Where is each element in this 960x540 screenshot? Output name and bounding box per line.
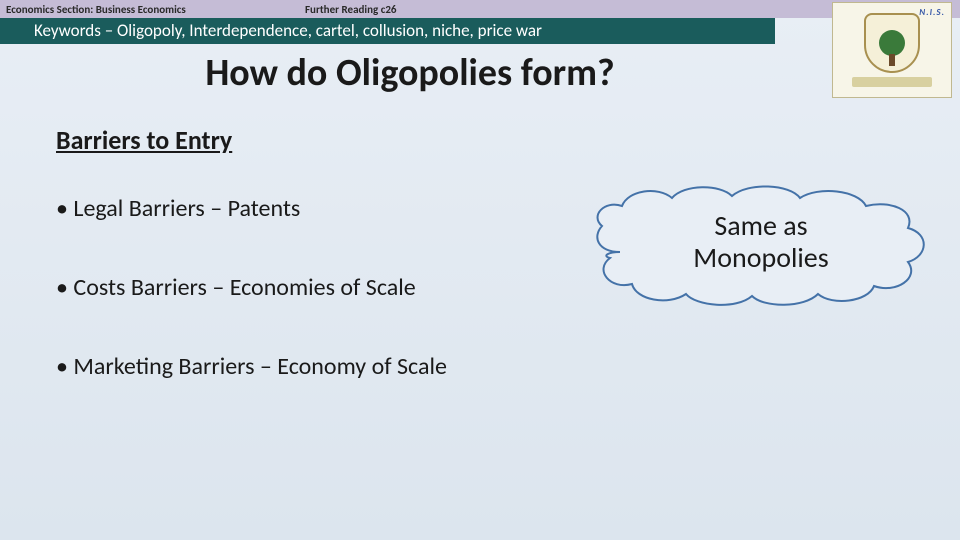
section-label: Economics Section: Business Economics (0, 3, 305, 16)
bullet-text: Costs Barriers – Economies of Scale (73, 273, 415, 302)
list-item: • Marketing Barriers – Economy of Scale (56, 352, 960, 381)
cloud-line2: Monopolies (693, 240, 828, 275)
logo-initials: N.I.S. (919, 7, 945, 18)
ribbon-icon (852, 77, 932, 87)
cloud-text: Same as Monopolies (596, 210, 926, 274)
bullet-text: Marketing Barriers – Economy of Scale (73, 352, 447, 381)
keywords-bar: Keywords – Oligopoly, Interdependence, c… (0, 18, 775, 44)
top-bar: Economics Section: Business Economics Fu… (0, 0, 960, 18)
tree-icon (879, 30, 905, 56)
further-reading-label: Further Reading c26 (305, 3, 396, 16)
page-title: How do Oligopolies form? (0, 50, 820, 96)
bullet-text: Legal Barriers – Patents (73, 194, 300, 223)
section-subtitle: Barriers to Entry (56, 124, 960, 156)
shield-icon (864, 13, 920, 73)
school-logo: N.I.S. (832, 2, 952, 98)
cloud-line1: Same as (714, 208, 807, 243)
callout-cloud: Same as Monopolies (596, 196, 926, 296)
